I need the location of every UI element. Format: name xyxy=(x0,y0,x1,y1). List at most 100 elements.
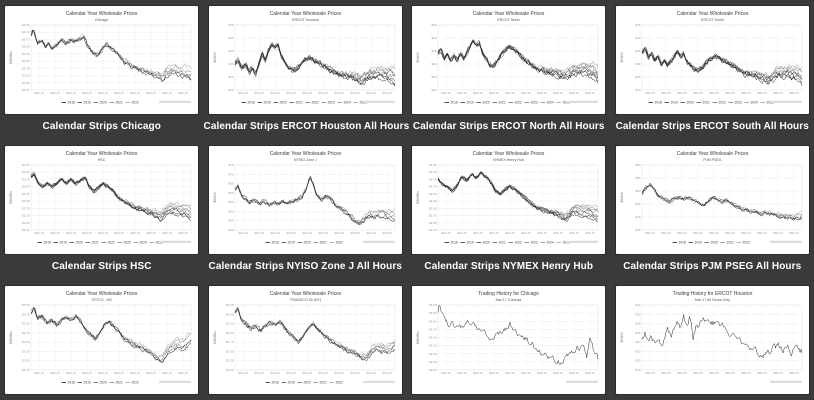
x-tick-label: 2012-01 xyxy=(34,91,44,95)
legend-label: 2018 xyxy=(271,241,279,245)
y-tick-label: $40 xyxy=(635,36,640,40)
series-line xyxy=(641,184,802,221)
y-tick-label: $2.20 xyxy=(429,368,437,372)
chart-cell: $2.20 $2.30 $2.40 $2.50 $2.60 $2.70 $2.80 $2.90… xyxy=(407,286,611,400)
plot-panel xyxy=(641,304,802,371)
chart-cell: $1.75 $2.00 $2.25 $2.50 $2.75 $3.00 $3.25 $3.50… xyxy=(0,286,204,400)
x-tick-label: 2013-07 xyxy=(286,91,296,95)
y-tick-label: $3.50 xyxy=(22,185,30,189)
legend-label: 2021 xyxy=(295,101,303,105)
x-tick-label: 2013-07 xyxy=(286,231,296,235)
chart-card[interactable]: $2.00 $2.25 $2.50 $2.75 $3.00 $3.25 $3.50 $3.75… xyxy=(5,6,199,114)
series-line xyxy=(234,309,395,362)
plot-panel xyxy=(234,304,395,371)
x-tick-label: 2016-01 xyxy=(162,371,172,375)
chart-title: Trading History for Chicago xyxy=(478,291,539,297)
x-tick-label: 2012-01 xyxy=(238,91,248,95)
chart-caption: Calendar Strips PJM PSEG All Hours xyxy=(623,261,802,272)
x-tick-label: 2016-01 xyxy=(773,231,783,235)
x-tick-label: 2014-01 xyxy=(505,91,515,95)
x-tick-label: 2015-07 xyxy=(350,371,360,375)
x-tick-label: 2016-01 xyxy=(569,231,579,235)
x-tick-label: 2012-07 xyxy=(254,91,264,95)
y-tick-label: $50 xyxy=(228,209,233,213)
legend-label: 2021 xyxy=(319,381,327,385)
legend-label: 2018 xyxy=(68,101,76,105)
y-tick-label: $2.50 xyxy=(429,221,437,225)
y-tick-label: $4.25 xyxy=(22,163,30,167)
y-tick-label: $3.25 xyxy=(429,199,437,203)
chart-cell: $2.25 $2.50 $2.75 $3.00 $3.25 $3.50 $3.75 $4.00… xyxy=(407,146,611,286)
x-tick-label: 2012-07 xyxy=(661,371,671,375)
x-tick-label: 2014-01 xyxy=(505,231,515,235)
legend-label: 2022 xyxy=(108,241,116,245)
legend-label: 2021 xyxy=(499,101,507,105)
legend-label: 2018 xyxy=(654,101,662,105)
chart-card[interactable]: $2.25 $2.50 $2.75 $3.00 $3.25 $3.50 $3.75 $4.00… xyxy=(412,146,606,254)
x-tick-label: 2013-01 xyxy=(677,231,687,235)
y-tick-label: $2.75 xyxy=(22,66,30,70)
y-tick-label: $2.25 xyxy=(226,359,234,363)
x-tick-label: 2012-07 xyxy=(661,231,671,235)
series-line xyxy=(31,29,192,82)
series-line xyxy=(438,172,599,223)
y-tick-label: $30 xyxy=(432,62,437,66)
x-tick-label: 2016-01 xyxy=(569,371,579,375)
x-tick-label: 2013-07 xyxy=(286,371,296,375)
y-tick-label: $60 xyxy=(228,191,233,195)
y-tick-label: $25 xyxy=(635,75,640,79)
y-tick-label: $4.00 xyxy=(22,170,30,174)
x-tick-label: 2015-01 xyxy=(334,371,344,375)
chart-card[interactable]: $20 $25 $30 $35 $40 $45 2012-01 2012-07 2013-01 2… xyxy=(615,6,809,114)
chart-svg: $35 $40 $45 $50 $55 $60 2012-01 2012-07 2013-01 2… xyxy=(620,151,802,245)
y-tick-label: $2.40 xyxy=(429,352,437,356)
chart-card[interactable]: $2.00 $2.25 $2.50 $2.75 $3.00 $3.25 $3.50 $3.75… xyxy=(208,286,402,394)
chart-card[interactable]: $20 $25 $30 $35 $40 $45 2012-01 2012-07 2013-01 2… xyxy=(208,6,402,114)
y-tick-label: $30 xyxy=(635,62,640,66)
x-tick-label: 2014-01 xyxy=(302,231,312,235)
x-tick-label: 2012-01 xyxy=(645,371,655,375)
x-tick-label: 2012-07 xyxy=(661,91,671,95)
series-line xyxy=(641,183,802,221)
chart-cell: $20 $25 $30 $35 $40 $45 2012-01 2012-07 2013-01 2… xyxy=(611,6,814,146)
chart-card[interactable]: $35 $40 $45 $50 $55 $60 2012-01 2012-07 2013-01 2… xyxy=(615,146,809,254)
legend-label: 2023 xyxy=(734,101,742,105)
y-tick-label: $4.25 xyxy=(429,170,437,174)
chart-title: Calendar Year Wholesale Prices xyxy=(269,151,341,157)
chart-card[interactable]: $1.75 $2.00 $2.25 $2.50 $2.75 $3.00 $3.25 $3.50… xyxy=(5,286,199,394)
legend-label: 2024 xyxy=(140,241,148,245)
chart-card[interactable]: $40 $45 $50 $55 $60 $65 $70 $75 2012-01 2012-07 20… xyxy=(208,146,402,254)
legend-label: 2024 xyxy=(547,241,555,245)
x-tick-label: 2015-07 xyxy=(757,371,767,375)
legend-label: 2023 xyxy=(531,241,539,245)
legend-label: 2020 xyxy=(100,381,108,385)
legend-label: 2019 xyxy=(287,241,295,245)
x-tick-label: 2014-07 xyxy=(318,231,328,235)
chart-card[interactable]: $18 $20 $22 $24 $26 $28 $30 $32 2012-01 2012-07 20… xyxy=(615,286,809,394)
x-tick-label: 2015-01 xyxy=(334,91,344,95)
legend-label: 2019 xyxy=(84,101,92,105)
legend-label: 2023 xyxy=(124,241,132,245)
y-axis-label: $/MMBtu xyxy=(416,331,420,344)
chart-card[interactable]: $20 $25 $30 $35 $40 $45 2012-01 2012-07 2013-01 2… xyxy=(412,6,606,114)
chart-caption: Calendar Strips NYMEX Henry Hub xyxy=(424,261,594,272)
x-tick-label: 2016-07 xyxy=(382,231,392,235)
plot-panel xyxy=(438,164,599,231)
y-axis-label: $/MMBtu xyxy=(9,51,13,64)
y-tick-label: $75 xyxy=(228,163,233,167)
y-tick-label: $2.50 xyxy=(22,340,30,344)
y-tick-label: $25 xyxy=(432,75,437,79)
x-tick-label: 2016-07 xyxy=(585,231,595,235)
x-tick-label: 2016-01 xyxy=(366,371,376,375)
x-tick-label: 2015-07 xyxy=(553,91,563,95)
chart-card[interactable]: $2.20 $2.30 $2.40 $2.50 $2.60 $2.70 $2.80 $2.90… xyxy=(412,286,606,394)
y-tick-label: $45 xyxy=(635,23,640,27)
series-line xyxy=(234,178,395,226)
x-tick-label: 2014-07 xyxy=(114,91,124,95)
y-axis-label: $/MWh xyxy=(213,52,217,62)
y-tick-label: $60 xyxy=(635,163,640,167)
chart-card[interactable]: $2.00 $2.25 $2.50 $2.75 $3.00 $3.25 $3.50 $3.75… xyxy=(5,146,199,254)
chart-title: Calendar Year Wholesale Prices xyxy=(269,291,341,297)
x-tick-label: 2015-01 xyxy=(130,91,140,95)
y-tick-label: $2.50 xyxy=(429,344,437,348)
